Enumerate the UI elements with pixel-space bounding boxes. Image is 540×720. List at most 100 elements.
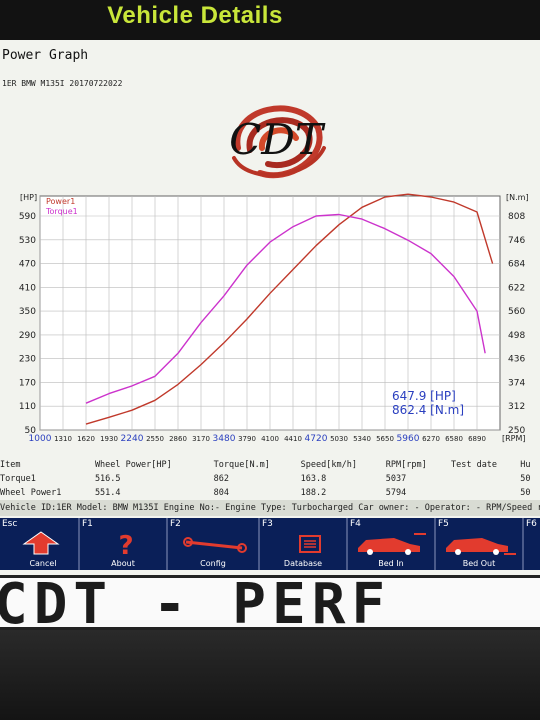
table-cell (451, 472, 520, 486)
table-cell: 862 (213, 474, 229, 484)
y-right-tick-label: 312 (508, 402, 525, 412)
x-tick-label: 6270 (422, 435, 440, 443)
fkey-code: Esc (2, 519, 18, 529)
about-button[interactable]: F1 ? About (80, 518, 168, 570)
f6-button[interactable]: F6 (524, 518, 540, 570)
y-left-tick-label: 350 (19, 307, 36, 317)
y-right-tick-label: 808 (508, 212, 525, 222)
x-tick-label: 5650 (376, 435, 394, 443)
y-left-tick-label: 590 (19, 212, 36, 222)
title-bar: Vehicle Details (0, 0, 540, 40)
y-left-tick-label: 290 (19, 331, 36, 341)
x-tick-label: 1620 (77, 435, 95, 443)
fkey-label: Bed In (378, 559, 404, 568)
function-key-bar: Esc Cancel F1 ? About F2 Config F3 Datab… (0, 518, 540, 570)
power-chart: 50 110 170 230 290 350 410 470 530 590 250 312 374 43… (19, 193, 529, 444)
car-in-icon (358, 533, 426, 555)
summary-table: Item Wheel Power[HP] Torque[N.m] Speed[km/h… (0, 458, 540, 500)
y-left-tick-label: 470 (19, 260, 36, 270)
x-tick-label: 4720 (305, 434, 328, 444)
x-tick-label: 5030 (330, 435, 348, 443)
column-header: Hu (520, 460, 531, 470)
logo-lettering: CDT (229, 115, 326, 164)
fkey-label: Bed Out (462, 559, 496, 568)
vehicle-info-bar: Vehicle ID:1ER Model: BMW M135I Engine N… (0, 500, 540, 516)
legend-entry: Torque1 (45, 207, 78, 216)
legend-entry: Power1 (46, 197, 75, 206)
summary-header-row: Item Wheel Power[HP] Torque[N.m] Speed[km/h… (0, 458, 540, 472)
y-right-tick-label: 560 (508, 307, 525, 317)
readout-value: 647.9 [HP] (392, 389, 456, 403)
table-cell: 804 (213, 488, 229, 498)
x-tick-label: 3790 (238, 435, 256, 443)
fkey-code: F6 (526, 519, 537, 529)
x-tick-label: 1930 (100, 435, 118, 443)
fkey-code: F5 (438, 519, 449, 529)
window-title: Vehicle Details (107, 2, 283, 29)
y-left-tick-label: 110 (19, 402, 36, 412)
table-cell (451, 486, 520, 500)
y-left-tick-label: 530 (19, 236, 36, 246)
cancel-button[interactable]: Esc Cancel (0, 518, 80, 570)
banner-text: CDT - PERF (0, 575, 392, 630)
x-tick-label: 6580 (445, 435, 463, 443)
y-left-tick-label: 170 (19, 378, 36, 388)
svg-text:?: ? (118, 531, 133, 556)
x-tick-label: 2860 (169, 435, 187, 443)
column-header: RPM[rpm] (385, 460, 427, 470)
x-tick-label: 3480 (213, 434, 236, 444)
table-cell: Torque1 (0, 474, 36, 484)
y-left-axis-label: [HP] (20, 193, 37, 202)
x-axis-label: [RPM] (502, 434, 526, 443)
vehicle-code: 1ER BMW M135I 20170722022 (2, 79, 123, 88)
x-tick-label: 5340 (353, 435, 371, 443)
table-row: Torque1 516.5 862 163.8 5037 50 (0, 472, 540, 486)
series-line-power1 (85, 193, 494, 425)
car-out-icon (446, 538, 516, 555)
question-icon: ? (118, 531, 133, 556)
x-tick-label: 6890 (468, 435, 486, 443)
readout-value: 862.4 [N.m] (392, 403, 464, 417)
fkey-label: Cancel (29, 559, 57, 568)
database-button[interactable]: F3 Database (260, 518, 348, 570)
table-cell: 551.4 (94, 488, 121, 498)
y-right-tick-label: 374 (508, 378, 525, 388)
bed-out-button[interactable]: F5 Bed Out (436, 518, 524, 570)
y-right-tick-label: 498 (508, 331, 525, 341)
table-cell: 5037 (385, 474, 407, 484)
config-button[interactable]: F2 Config (168, 518, 260, 570)
y-right-tick-label: 250 (508, 426, 525, 436)
database-icon (299, 535, 321, 553)
table-cell: 188.2 (300, 488, 327, 498)
x-tick-label: 2550 (146, 435, 164, 443)
y-right-tick-label: 622 (508, 283, 525, 293)
x-tick-label: 3170 (192, 435, 210, 443)
graph-title: Power Graph (2, 48, 89, 63)
column-header: Wheel Power[HP] (94, 460, 172, 470)
table-cell: 50 (520, 488, 531, 498)
y-right-axis-label: [N.m] (506, 193, 529, 202)
fkey-label: Config (200, 559, 226, 568)
table-cell: 5794 (385, 488, 407, 498)
arrow-up-icon (22, 531, 60, 555)
y-right-tick-label: 436 (508, 355, 525, 365)
wrench-icon (183, 537, 247, 553)
table-cell: 516.5 (94, 474, 121, 484)
cdt-logo: CDT (229, 105, 326, 179)
table-cell: 50 (520, 474, 531, 484)
y-left-tick-label: 50 (25, 426, 37, 436)
y-right-tick-label: 684 (508, 260, 525, 270)
monitor-bezel (0, 630, 540, 720)
fkey-label: Database (283, 559, 323, 568)
y-left-tick-label: 410 (19, 283, 36, 293)
y-right-tick-label: 746 (508, 236, 525, 246)
bed-in-button[interactable]: F4 Bed In (348, 518, 436, 570)
y-left-tick-label: 230 (19, 355, 36, 365)
x-tick-label: 4410 (284, 435, 302, 443)
table-row: Wheel Power1 551.4 804 188.2 5794 50 (0, 486, 540, 500)
fkey-code: F3 (262, 519, 273, 529)
fkey-code: F4 (350, 519, 361, 529)
x-tick-label: 5960 (397, 434, 420, 444)
column-header: Test date (450, 460, 498, 470)
column-header: Item (0, 460, 21, 470)
